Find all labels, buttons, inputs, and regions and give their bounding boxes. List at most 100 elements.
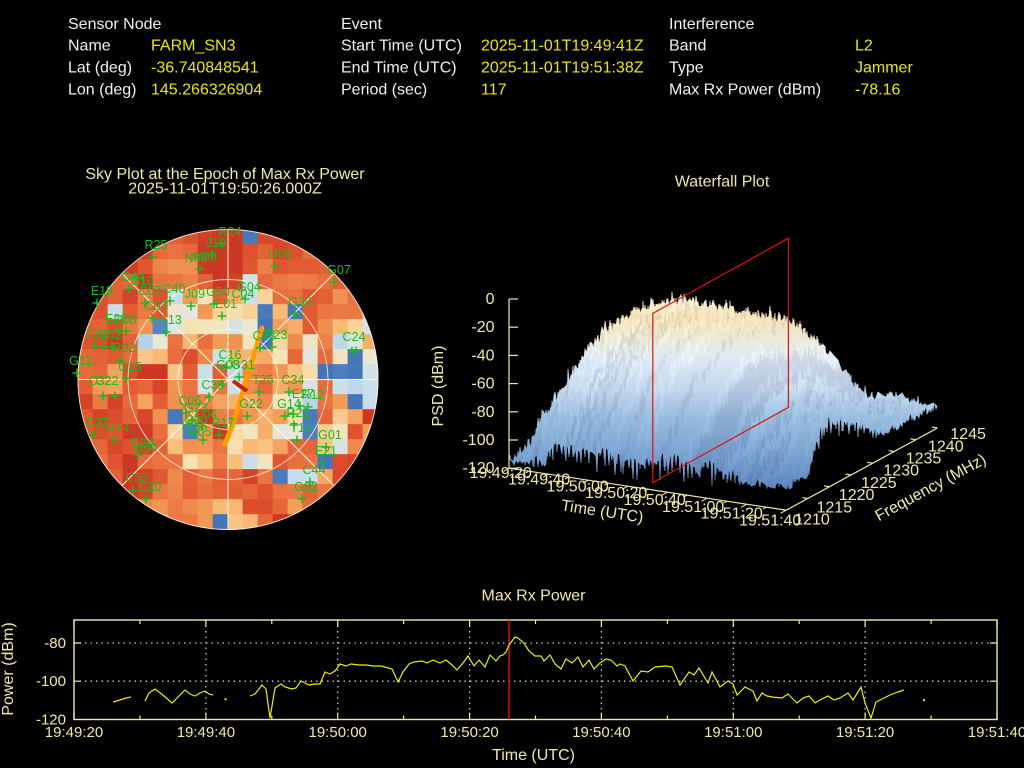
svg-text:C62: C62 [99, 328, 122, 342]
svg-text:2025-11-01T19:49:41Z: 2025-11-01T19:49:41Z [481, 38, 644, 55]
svg-text:19:51:20: 19:51:20 [836, 724, 894, 741]
svg-text:19:51:00: 19:51:00 [704, 724, 762, 741]
svg-text:G04: G04 [237, 280, 261, 294]
svg-text:1210: 1210 [794, 512, 830, 529]
svg-text:Event: Event [341, 16, 382, 33]
svg-text:C44: C44 [303, 463, 326, 477]
svg-text:19:51:20: 19:51:20 [701, 506, 763, 523]
svg-text:Max Rx Power (dBm): Max Rx Power (dBm) [669, 82, 821, 99]
svg-text:G31: G31 [231, 358, 255, 372]
svg-text:G10: G10 [130, 274, 154, 288]
svg-text:E26: E26 [105, 312, 127, 326]
svg-text:G02: G02 [294, 480, 318, 494]
svg-text:117: 117 [481, 82, 507, 99]
svg-text:G23: G23 [184, 401, 208, 415]
svg-text:Lon (deg): Lon (deg) [68, 82, 137, 99]
svg-text:-80: -80 [471, 404, 494, 421]
svg-text:G15: G15 [118, 360, 142, 374]
svg-text:Interference: Interference [669, 16, 754, 33]
svg-text:1240: 1240 [928, 438, 964, 455]
svg-text:R25: R25 [145, 238, 168, 252]
svg-text:19:49:20: 19:49:20 [470, 465, 532, 482]
svg-text:C32: C32 [89, 374, 112, 388]
svg-text:E04: E04 [195, 407, 217, 421]
svg-text:C04: C04 [232, 287, 255, 301]
svg-text:145.266326904: 145.266326904 [151, 82, 262, 99]
svg-text:Start Time (UTC): Start Time (UTC) [341, 38, 462, 55]
svg-text:19:50:00: 19:50:00 [547, 478, 609, 495]
svg-text:E18: E18 [91, 284, 113, 298]
svg-text:Time (UTC): Time (UTC) [492, 747, 575, 764]
svg-text:J09: J09 [185, 287, 205, 301]
svg-text:-40: -40 [471, 347, 494, 364]
svg-text:Period (sec): Period (sec) [341, 82, 427, 99]
svg-text:19:50:40: 19:50:40 [624, 492, 686, 509]
svg-text:-100: -100 [462, 432, 494, 449]
svg-text:R22: R22 [287, 406, 310, 420]
svg-text:1235: 1235 [906, 451, 942, 468]
svg-text:19:49:40: 19:49:40 [508, 472, 570, 489]
svg-text:19:49:20: 19:49:20 [45, 724, 103, 741]
svg-text:Band: Band [669, 38, 706, 55]
svg-text:1230: 1230 [883, 463, 919, 480]
svg-text:C16: C16 [219, 348, 242, 362]
svg-text:C22: C22 [96, 374, 119, 388]
svg-text:G01: G01 [318, 428, 342, 442]
svg-text:R17: R17 [212, 416, 235, 430]
svg-text:1245: 1245 [950, 426, 986, 443]
svg-text:19:50:00: 19:50:00 [309, 724, 367, 741]
svg-text:2025-11-01T19:51:38Z: 2025-11-01T19:51:38Z [481, 60, 644, 77]
svg-text:C34: C34 [282, 373, 305, 387]
svg-text:G44: G44 [121, 270, 145, 284]
svg-text:C52: C52 [126, 471, 149, 485]
svg-text:Name: Name [68, 38, 111, 55]
svg-text:C24: C24 [343, 330, 366, 344]
svg-text:Lat (deg): Lat (deg) [68, 60, 132, 77]
svg-text:G12: G12 [69, 354, 93, 368]
svg-text:R04: R04 [135, 441, 158, 455]
svg-text:End Time (UTC): End Time (UTC) [341, 60, 457, 77]
svg-text:1220: 1220 [839, 487, 875, 504]
svg-text:G07: G07 [327, 263, 351, 277]
svg-text:C40: C40 [163, 282, 186, 296]
svg-text:C03: C03 [145, 299, 168, 313]
svg-text:Sky Plot at the Epoch of Max R: Sky Plot at the Epoch of Max Rx Power [85, 166, 365, 183]
svg-text:C60: C60 [88, 327, 111, 341]
svg-text:C05: C05 [189, 425, 212, 439]
svg-text:G14: G14 [277, 397, 301, 411]
svg-text:R23: R23 [265, 328, 288, 342]
svg-text:C23: C23 [253, 329, 276, 343]
svg-text:-100: -100 [36, 673, 66, 690]
svg-text:G13: G13 [158, 313, 182, 327]
svg-text:C39: C39 [202, 378, 225, 392]
svg-text:-80: -80 [44, 635, 66, 652]
svg-text:R12: R12 [302, 388, 325, 402]
svg-text:-120: -120 [462, 460, 494, 477]
svg-text:19:51:00: 19:51:00 [662, 499, 724, 516]
svg-text:FARM_SN3: FARM_SN3 [151, 38, 236, 55]
svg-text:PSD (dBm): PSD (dBm) [430, 346, 447, 427]
svg-text:Max Rx Power: Max Rx Power [481, 588, 586, 605]
svg-text:Sensor Node: Sensor Node [68, 16, 161, 33]
svg-text:19:50:40: 19:50:40 [572, 724, 630, 741]
svg-text:Power (dBm): Power (dBm) [0, 622, 17, 715]
svg-text:G50: G50 [206, 285, 230, 299]
svg-text:0: 0 [486, 291, 495, 308]
svg-text:19:51:40: 19:51:40 [968, 724, 1024, 741]
svg-text:E01: E01 [215, 297, 237, 311]
svg-text:C07: C07 [139, 284, 162, 298]
svg-text:H02: H02 [182, 419, 205, 433]
svg-text:T25: T25 [252, 373, 274, 387]
svg-text:N09: N09 [185, 251, 208, 265]
svg-text:C20: C20 [139, 480, 162, 494]
svg-text:Waterfall Plot: Waterfall Plot [675, 174, 770, 191]
svg-text:R24: R24 [219, 225, 242, 239]
svg-text:Jammer: Jammer [855, 60, 913, 77]
svg-text:2025-11-01T19:50:26.000Z: 2025-11-01T19:50:26.000Z [128, 181, 322, 198]
svg-text:G30: G30 [288, 295, 312, 309]
svg-text:C37: C37 [86, 416, 109, 430]
svg-text:-20: -20 [471, 319, 494, 336]
svg-text:1215: 1215 [817, 499, 853, 516]
svg-text:J19: J19 [206, 236, 226, 250]
svg-text:C08: C08 [114, 313, 137, 327]
